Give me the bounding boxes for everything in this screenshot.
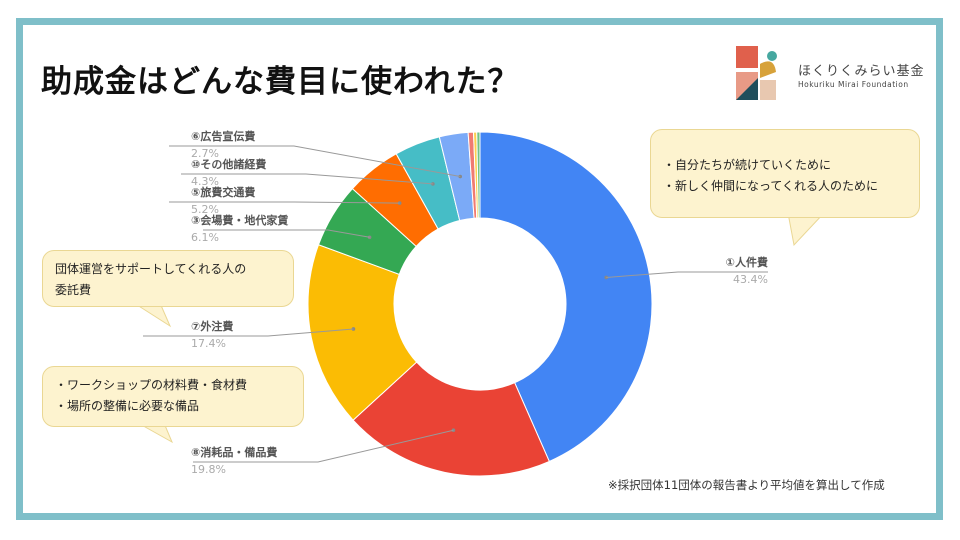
- leader-line: [606, 271, 768, 278]
- logo-name: ほくりくみらい基金: [798, 64, 925, 79]
- callout-bubble-supplies: ・ワークショップの材料費・食材費 ・場所の整備に必要な備品: [42, 366, 304, 427]
- leader-line: [193, 429, 454, 463]
- slice-label-group: ⑧消耗品・備品費 19.8%: [191, 428, 456, 476]
- slice-percent-label: 6.1%: [191, 231, 219, 244]
- slice-percent-label: 19.8%: [191, 463, 226, 476]
- donut-slice: [352, 361, 550, 477]
- slice-name-label: ⑧消耗品・備品費: [191, 445, 277, 459]
- slice-percent-label: 2.7%: [191, 147, 219, 160]
- slide-title: 助成金はどんな費目に使われた？: [41, 64, 520, 100]
- donut-slice: [476, 131, 481, 219]
- source-note: ※採択団体11団体の報告書より平均値を算出して作成: [608, 478, 885, 492]
- slice-percent-label: 17.4%: [191, 337, 226, 350]
- slice-label-group: ①人件費 43.4%: [604, 255, 768, 286]
- logo-subname: Hokuriku Mirai Foundation: [798, 80, 909, 89]
- logo-mark-icon: [736, 46, 777, 100]
- donut-slice: [479, 131, 653, 463]
- bubble-line: 団体運営をサポートしてくれる人の: [55, 262, 247, 276]
- bubble-line: ・新しく仲間になってくれる人のために: [663, 179, 879, 193]
- leader-line: [169, 201, 400, 204]
- slice-percent-label: 5.2%: [191, 203, 219, 216]
- callout-bubble-personnel: ・自分たちが続けていくために ・新しく仲間になってくれる人のために: [650, 129, 920, 218]
- bubble-line: 委託費: [55, 283, 92, 297]
- bubble-line: ・ワークショップの材料費・食材費: [55, 378, 248, 392]
- slice-name-label: ①人件費: [726, 255, 768, 269]
- bubble-line: ・自分たちが続けていくために: [663, 158, 832, 172]
- callout-bubble-outsourcing: 団体運営をサポートしてくれる人の 委託費: [42, 250, 294, 307]
- slice-name-label: ⑩その他諸経費: [191, 157, 266, 171]
- leader-dot: [397, 201, 402, 205]
- slice-name-label: ③会場費・地代家賃: [191, 213, 288, 227]
- slice-label-group: ③会場費・地代家賃 6.1%: [191, 213, 372, 244]
- slice-label-group: ⑤旅費交通費 5.2%: [169, 185, 402, 216]
- leader-line: [181, 173, 433, 185]
- leader-line: [203, 229, 370, 238]
- foundation-logo: ほくりくみらい基金 Hokuriku Mirai Foundation: [734, 44, 924, 104]
- slice-percent-label: 4.3%: [191, 175, 219, 188]
- leader-dot: [367, 235, 372, 240]
- slice-percent-label: 43.4%: [733, 273, 768, 286]
- leader-line: [169, 145, 461, 178]
- slice-name-label: ⑤旅費交通費: [191, 185, 255, 199]
- slice-label-group: ⑩その他諸経費 4.3%: [181, 157, 435, 188]
- bubble-line: ・場所の整備に必要な備品: [55, 399, 200, 413]
- slice-label-group: ⑥広告宣伝費 2.7%: [169, 129, 463, 179]
- slice-name-label: ⑥広告宣伝費: [191, 129, 255, 143]
- slice-name-label: ⑦外注費: [191, 319, 233, 333]
- leader-line: [143, 328, 354, 337]
- donut-slice: [307, 244, 418, 421]
- slice-label-group: ⑦外注費 17.4%: [143, 319, 356, 350]
